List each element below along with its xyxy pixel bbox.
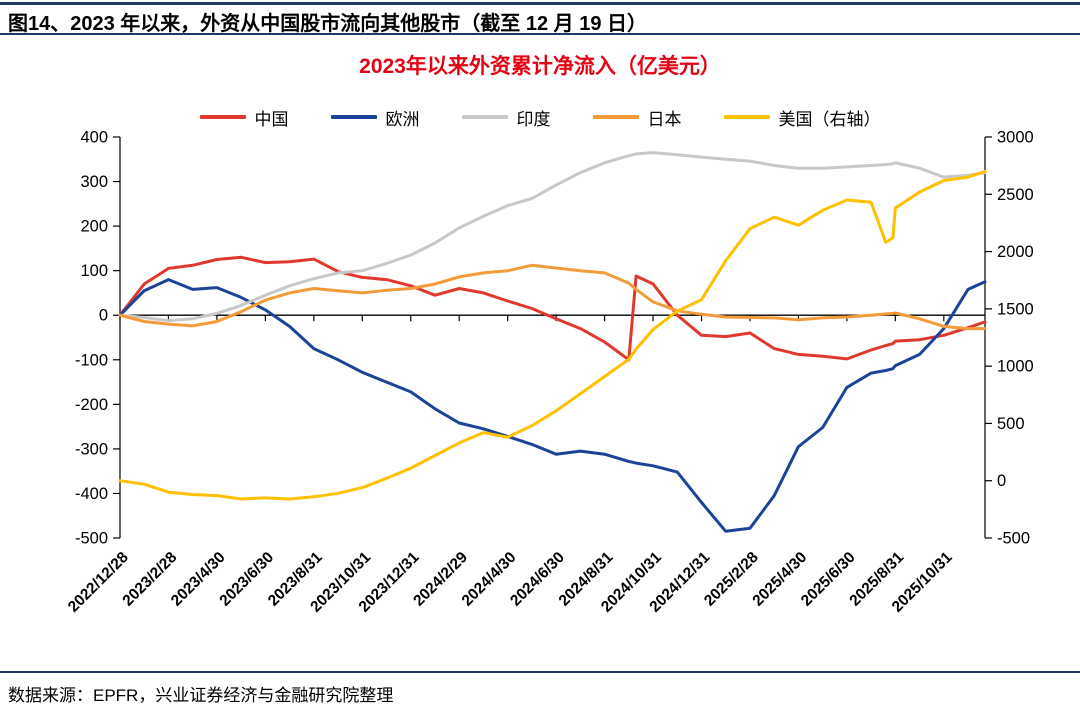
source-note: 数据来源：EPFR，兴业证券经济与金融研究院整理 bbox=[8, 686, 394, 705]
y-axis-label-right: 2500 bbox=[997, 186, 1034, 204]
y-axis-label-left: -200 bbox=[75, 396, 108, 414]
y-axis-label-right: 500 bbox=[997, 415, 1025, 433]
y-axis-label-left: 0 bbox=[99, 307, 108, 325]
header-bottom-rule bbox=[0, 33, 1080, 35]
chart-title: 2023年以来外资累计净流入（亿美元） bbox=[359, 55, 721, 78]
y-axis-label-right: 2000 bbox=[997, 243, 1034, 261]
legend-swatch-us bbox=[723, 115, 770, 119]
legend-label-india: 印度 bbox=[516, 109, 551, 129]
series-line-india bbox=[118, 151, 987, 323]
y-axis-label-right: 1500 bbox=[997, 300, 1034, 318]
figure-title: 图14、2023 年以来，外资从中国股市流向其他股市（截至 12 月 19 日） bbox=[8, 13, 648, 35]
header-top-rule bbox=[0, 2, 1080, 5]
legend-item-europe: 欧洲 bbox=[330, 105, 420, 130]
y-axis-label-left: -100 bbox=[75, 351, 108, 369]
y-axis-label-left: 300 bbox=[80, 173, 108, 191]
series-line-china bbox=[118, 255, 987, 362]
legend-label-us: 美国（右轴） bbox=[778, 109, 881, 129]
series-line-us bbox=[118, 169, 987, 501]
series-line-japan bbox=[118, 263, 987, 331]
footer-rule bbox=[0, 671, 1080, 673]
legend-item-japan: 日本 bbox=[592, 105, 682, 130]
legend-label-japan: 日本 bbox=[647, 109, 682, 129]
legend-swatch-china bbox=[199, 115, 246, 119]
chart-legend: 中国 欧洲 印度 日本 美国（右轴） bbox=[0, 104, 1080, 130]
legend-swatch-japan bbox=[592, 115, 639, 119]
x-axis-label: 2022/12/28 bbox=[65, 549, 132, 616]
y-axis-label-right: -500 bbox=[997, 530, 1030, 548]
legend-label-europe: 欧洲 bbox=[385, 109, 420, 129]
y-axis-label-left: 200 bbox=[80, 218, 108, 236]
legend-label-china: 中国 bbox=[254, 109, 289, 129]
legend-item-india: 印度 bbox=[461, 105, 551, 130]
legend-swatch-india bbox=[461, 115, 508, 119]
y-axis-label-left: 100 bbox=[80, 262, 108, 280]
legend-swatch-europe bbox=[330, 115, 377, 119]
y-axis-label-right: 1000 bbox=[997, 358, 1034, 376]
y-axis-label-left: -500 bbox=[75, 530, 108, 548]
y-axis-label-right: 3000 bbox=[997, 129, 1034, 147]
legend-item-us: 美国（右轴） bbox=[723, 105, 881, 130]
y-axis-label-right: 0 bbox=[997, 472, 1006, 490]
y-axis-label-left: 400 bbox=[80, 129, 108, 147]
y-axis-label-left: -300 bbox=[75, 440, 108, 458]
y-axis-label-left: -400 bbox=[75, 485, 108, 503]
series-line-europe bbox=[118, 278, 987, 533]
legend-item-china: 中国 bbox=[199, 105, 289, 130]
